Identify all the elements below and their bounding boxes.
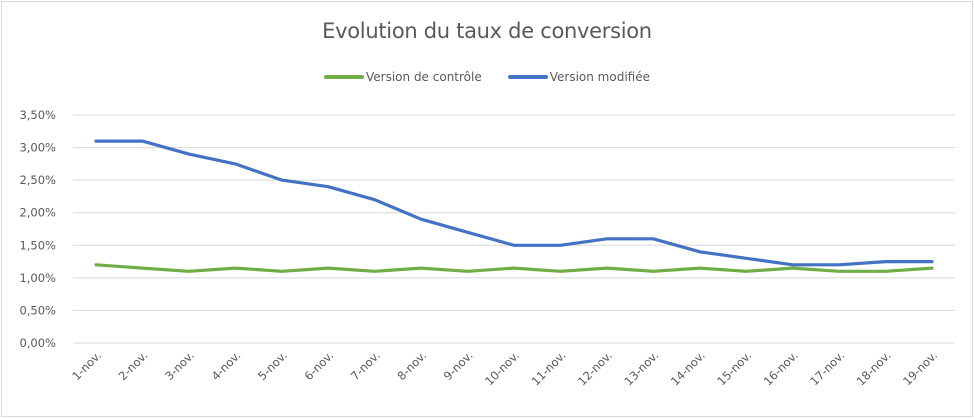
y-tick-label: 2,50% <box>19 173 56 187</box>
y-tick-label: 0,50% <box>19 303 56 317</box>
series-line-modified <box>94 139 934 267</box>
x-tick-label: 13-nov. <box>621 348 661 388</box>
y-tick-label: 3,00% <box>19 141 56 155</box>
x-tick-label: 14-nov. <box>668 348 708 388</box>
x-tick-label: 16-nov. <box>761 348 801 388</box>
x-tick-label: 12-nov. <box>575 348 615 388</box>
legend: Version de contrôle Version modifiée <box>2 70 972 84</box>
y-tick-label: 0,00% <box>19 336 56 350</box>
legend-label-modified: Version modifiée <box>549 70 650 84</box>
legend-swatch-modified <box>507 75 548 79</box>
y-axis: 0,00% 0,50% 1,00% 1,50% 2,00% 2,50% 3,00% 3,50% <box>19 108 56 350</box>
y-tick-label: 1,00% <box>19 271 56 285</box>
chart-title: Evolution du taux de conversion <box>322 19 652 43</box>
x-tick-label: 2-nov. <box>116 348 151 383</box>
series-line-control <box>94 263 934 273</box>
y-tick-label: 1,50% <box>19 238 56 252</box>
x-tick-label: 11-nov. <box>528 348 568 388</box>
x-axis: 1-nov. 2-nov. 3-nov. 4-nov. 5-nov. 6-nov. 7-no… <box>69 348 940 388</box>
x-tick-label: 15-nov. <box>714 348 754 388</box>
x-tick-label: 6-nov. <box>301 348 336 383</box>
x-tick-label: 19-nov. <box>900 348 940 388</box>
x-tick-label: 5-nov. <box>255 348 290 383</box>
x-tick-label: 8-nov. <box>394 348 429 383</box>
legend-item-modified: Version modifiée <box>507 70 650 84</box>
x-tick-label: 3-nov. <box>162 348 197 383</box>
legend-label-control: Version de contrôle <box>366 70 482 84</box>
y-tick-label: 3,50% <box>19 108 56 122</box>
x-tick-label: 18-nov. <box>854 348 894 388</box>
x-tick-label: 9-nov. <box>441 348 476 383</box>
x-tick-label: 7-nov. <box>348 348 383 383</box>
x-tick-label: 1-nov. <box>69 348 104 383</box>
series-lines <box>94 139 934 273</box>
x-tick-label: 4-nov. <box>209 348 244 383</box>
y-tick-label: 2,00% <box>19 206 56 220</box>
x-tick-label: 17-nov. <box>807 348 847 388</box>
legend-item-control: Version de contrôle <box>324 70 482 84</box>
legend-swatch-control <box>324 75 364 79</box>
x-tick-label: 10-nov. <box>482 348 522 388</box>
gridlines <box>73 114 955 344</box>
